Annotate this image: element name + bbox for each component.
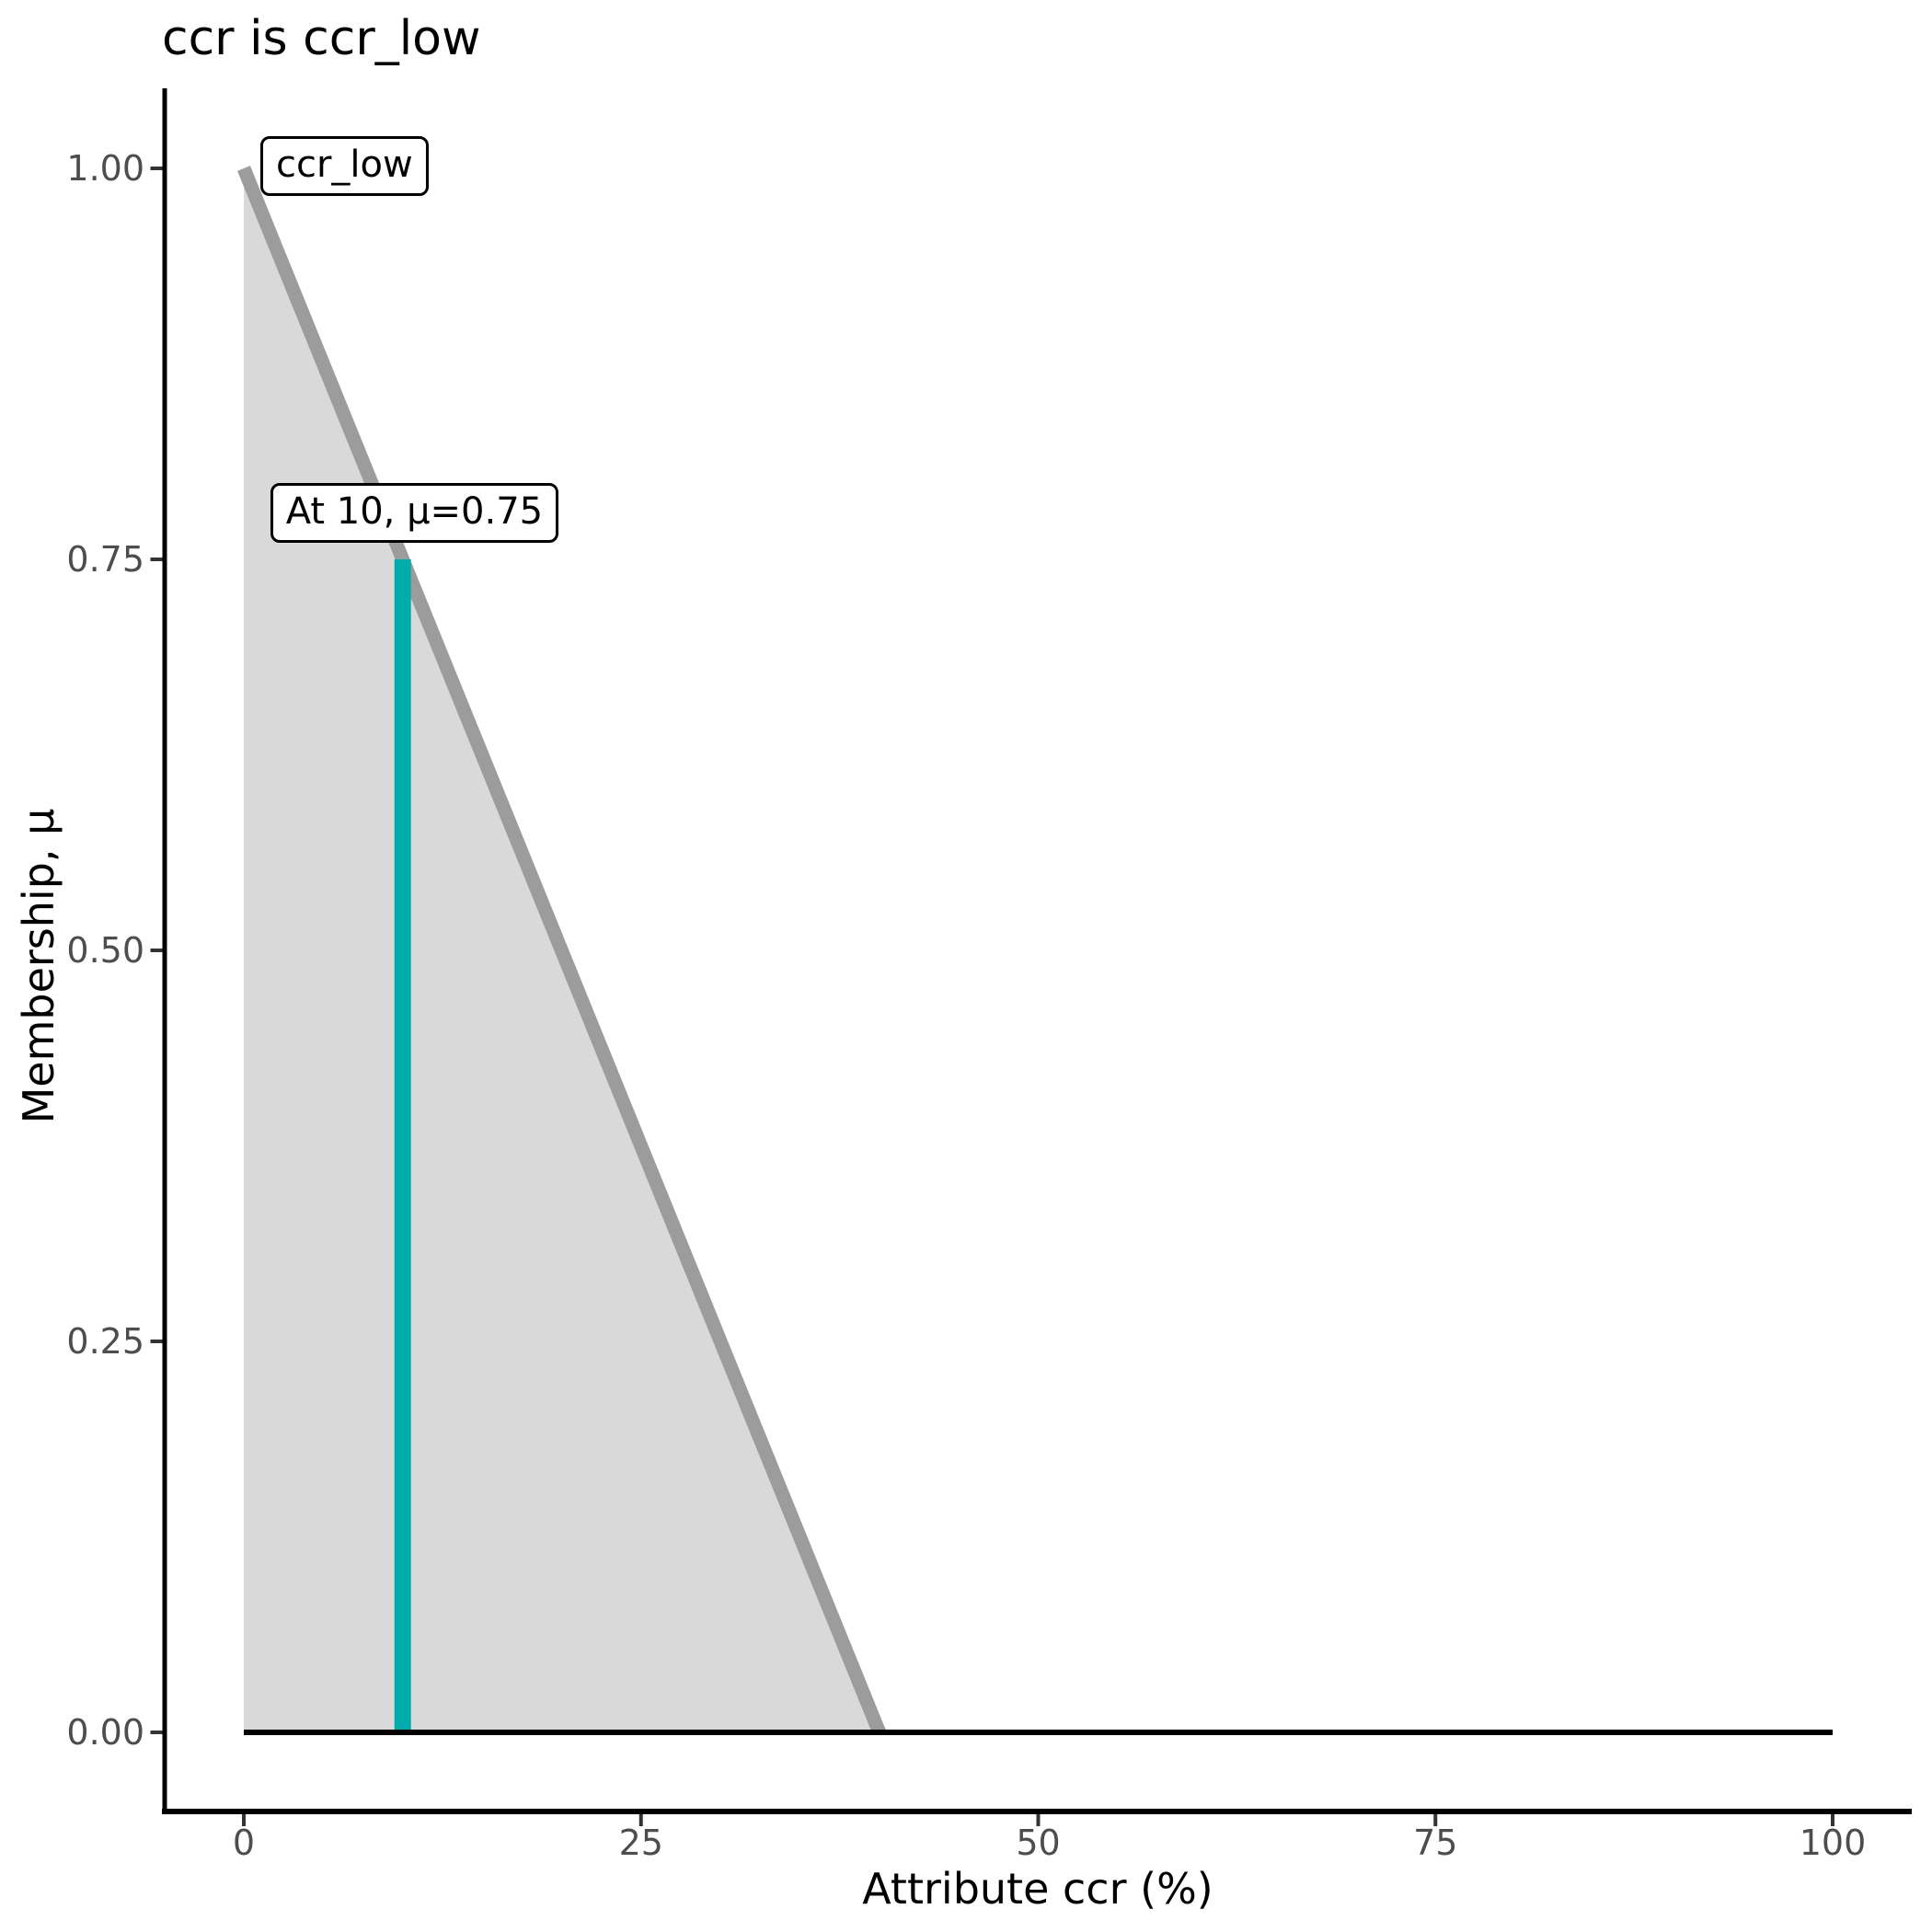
y-tick-label-0.50: 0.50 (66, 930, 144, 971)
x-tick-label-75: 75 (1413, 1823, 1457, 1863)
x-tick-label-100: 100 (1800, 1823, 1867, 1863)
chart-title: ccr is ccr_low (162, 11, 481, 66)
x-tick-label-0: 0 (233, 1823, 255, 1863)
label-ccr-low: ccr_low (260, 136, 429, 196)
y-tick-label-0.00: 0.00 (66, 1712, 144, 1753)
y-tick-label-1.00: 1.00 (66, 148, 144, 189)
x-tick-label-50: 50 (1016, 1823, 1060, 1863)
y-tick-label-0.25: 0.25 (66, 1321, 144, 1362)
y-tick-label-0.75: 0.75 (66, 539, 144, 580)
membership-line (237, 166, 886, 1735)
y-axis-title: Membership, μ (14, 808, 63, 1124)
label-at-10-mu: At 10, μ=0.75 (270, 483, 559, 543)
y-axis-ticks: 0.00 0.25 0.50 0.75 1.00 (66, 148, 163, 1753)
x-axis-ticks: 0 25 50 75 100 (233, 1814, 1866, 1863)
x-axis-title: Attribute ccr (%) (862, 1864, 1213, 1914)
x-tick-label-25: 25 (619, 1823, 663, 1863)
